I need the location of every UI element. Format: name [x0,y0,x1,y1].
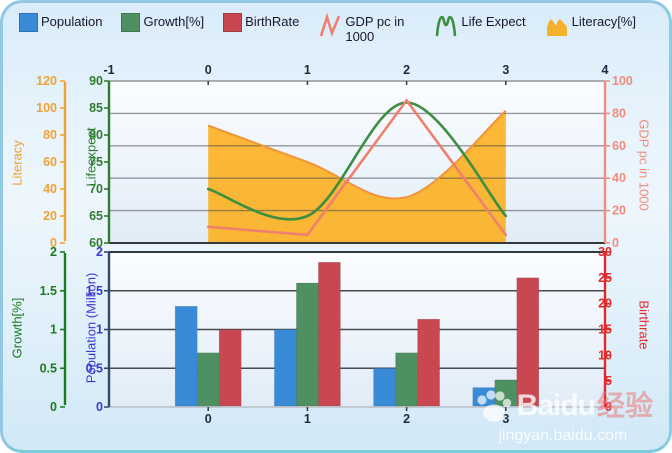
chart-canvas: -1 0 1 2 3 4120100806040200908580757065601008… [36,63,633,426]
bar-population-2 [373,367,396,407]
tick-label: 20 [598,297,612,311]
legend-item-growth[interactable]: Growth[%] [121,13,204,32]
tick-label: 0 [50,400,57,414]
tick-label: 120 [36,74,57,88]
legend-item-life-expect[interactable]: Life Expect [434,13,526,39]
tick-label: 60 [89,236,103,250]
watermark-url: jingyan.baidu.com [498,427,628,444]
legend-item-label: Literacy[%] [571,14,636,29]
bar-birthrate-3 [516,277,540,407]
birthrate-legend-icon [223,13,243,32]
tick-label: 15 [598,323,612,337]
gdp-axis-title: GDP pc in 1000 [636,119,652,211]
tick-label: 1.5 [86,284,103,298]
tick-label: 80 [89,128,103,142]
bar-growth-2 [395,352,418,407]
tick-label: 80 [43,128,57,142]
tick-label: 2 [403,412,410,426]
legend-item-label: BirthRate [245,14,300,29]
tick-label: 2 [50,245,57,259]
literacy-axis-title: Literacy [9,140,25,186]
tick-label: 75 [89,155,103,169]
gdp-pc-in-1000-legend-icon [320,13,341,37]
bar-birthrate-2 [417,318,440,407]
growth-legend-icon [121,13,141,32]
tick-label: 40 [43,182,57,196]
tick-label: 0 [96,400,103,414]
legend: Population Growth[%] BirthRate GDP pc in 10… [19,13,661,45]
tick-label: 10 [598,348,612,362]
literacy-legend-icon [546,19,567,36]
bar-birthrate-0 [218,329,242,407]
paw-icon [477,390,511,422]
legend-item-population[interactable]: Population [19,13,102,32]
legend-item-label: Life Expect [461,14,526,29]
tick-label: 1.5 [40,284,57,298]
tick-label: 1 [50,323,57,337]
tick-label: 0 [205,412,212,426]
tick-label: 0 [612,236,619,250]
tick-label: 30 [598,245,612,259]
tick-label: 1 [304,412,311,426]
tick-label: 4 [602,63,609,77]
life-expect-legend-icon [436,15,457,37]
birthrate-axis-title: Birthrate [636,300,652,350]
tick-label: 80 [612,106,626,120]
tick-label: 3 [502,63,509,77]
tick-label: 85 [89,101,103,115]
tick-label: 65 [89,209,103,223]
population-legend-icon [19,13,38,32]
legend-item-label: Population [41,14,103,29]
bar-birthrate-1 [318,261,341,407]
bar-population-0 [174,305,198,407]
bar-growth-1 [296,282,319,407]
tick-label: 90 [89,74,103,88]
tick-label: -1 [103,63,114,77]
literacy-area-outline [207,109,507,200]
bar-population-1 [274,329,297,407]
tick-label: 2 [96,245,103,259]
baidu-watermark: Baidu 经验 jingyan.baidu.com [473,388,653,444]
tick-label: 100 [36,101,57,115]
tick-label: 20 [612,204,626,218]
tick-label: 0 [605,400,612,414]
bottom-chart: 0 1 2 3 2 1.5 1 0.5 0 2 1.5 1 0.5 0 30 25 20 15 10 5 0 [40,245,612,426]
tick-label: 20 [43,209,57,223]
population-axis-title: Population (Million) [83,272,99,384]
bar-growth-0 [196,352,220,407]
legend-item-label: GDP pc in 1000 [345,14,405,44]
tick-label: 25 [598,271,612,285]
tick-label: 2 [403,63,410,77]
growth-axis-title: Growth[%] [9,297,25,359]
lifeexpect-axis-title: Lifeexpect [83,127,99,187]
tick-label: 0.5 [40,361,57,375]
tick-label: 60 [612,139,626,153]
tick-label: 100 [612,74,633,88]
legend-item-literacy[interactable]: Literacy[%] [545,13,636,39]
legend-item-birthrate[interactable]: BirthRate [223,13,299,32]
tick-label: 70 [89,182,103,196]
legend-item-gdp-pc-in-1000[interactable]: GDP pc in 1000 [318,13,415,45]
watermark-brand: Baidu [516,389,596,422]
tick-label: 1 [304,63,311,77]
tick-label: 60 [43,155,57,169]
tick-label: 3 [502,412,509,426]
tick-label: 0.5 [86,361,103,375]
watermark-brand-cn: 经验 [596,390,653,421]
top-chart: -1 0 1 2 3 4 120 100 80 60 40 20 0 90 85 80 75 70 65 60 100 8… [36,63,633,250]
gdp-line-series [206,98,508,237]
tick-label: 40 [612,171,626,185]
tick-label: 1 [96,323,103,337]
tick-label: 0 [205,63,212,77]
legend-item-label: Growth[%] [143,14,205,29]
tick-label: 0 [50,236,57,250]
tick-label: 5 [605,374,612,388]
life-expect-line-series [206,101,508,221]
